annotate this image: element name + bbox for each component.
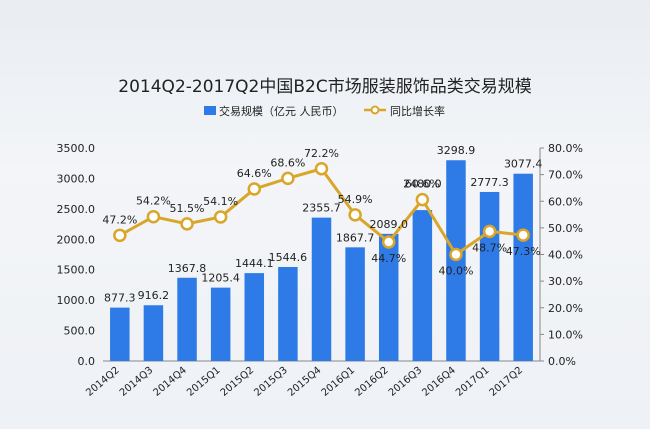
line-point [449, 247, 463, 262]
x-tick-label: 2017Q2 [488, 365, 525, 399]
growth-value-label: 60.6% [405, 178, 440, 191]
y-left-tick-label: 500.0 [64, 325, 96, 338]
bar [143, 305, 164, 361]
bar [479, 191, 500, 361]
y-right-tick-label: 80.0% [548, 142, 583, 155]
line-point [516, 228, 530, 242]
y-left-tick-label: 1500.0 [57, 264, 96, 277]
x-tick-label: 2015Q4 [286, 365, 323, 399]
growth-value-label: 54.1% [203, 195, 238, 208]
x-tick-label: 2017Q1 [454, 365, 491, 399]
line-point [113, 228, 127, 243]
y-right-tick-label: 50.0% [548, 222, 583, 235]
x-tick-label: 2014Q4 [151, 365, 188, 399]
x-tick-label: 2014Q2 [84, 365, 121, 399]
y-right-tick-label: 30.0% [548, 275, 583, 288]
y-right-tick-label: 0.0% [548, 355, 576, 368]
x-tick-label: 2016Q4 [420, 365, 457, 399]
line-point [482, 224, 497, 239]
bar-value-label: 2355.7 [302, 202, 341, 215]
growth-value-label: 72.2% [304, 147, 339, 160]
bar-value-label: 1544.6 [269, 251, 308, 264]
line-point [213, 210, 228, 224]
bar-value-label: 2089.0 [369, 218, 408, 231]
bar-value-label: 877.3 [104, 292, 136, 305]
legend-bar-label: 交易规模（亿元 人民币） [219, 104, 344, 118]
legend: 交易规模（亿元 人民币） 同比增长率 [204, 104, 445, 118]
bar-value-label: 916.2 [138, 289, 170, 302]
growth-value-label: 47.2% [102, 213, 137, 226]
bar [177, 277, 197, 361]
x-tick-label: 2015Q1 [185, 365, 222, 399]
line-point [247, 182, 262, 196]
legend-line-marker [370, 105, 380, 115]
growth-value-label: 40.0% [438, 265, 473, 278]
line-point [314, 162, 329, 176]
line-point [415, 192, 430, 207]
bar-value-label: 1867.7 [336, 231, 375, 244]
growth-value-label: 64.6% [237, 167, 272, 180]
x-tick-label: 2014Q3 [118, 365, 155, 399]
growth-value-label: 47.3% [506, 245, 541, 258]
bar-value-label: 1444.1 [235, 257, 274, 270]
bar [244, 273, 265, 361]
y-left-tick-label: 2500.0 [57, 203, 96, 216]
y-right-tick-label: 60.0% [548, 195, 583, 208]
bar [345, 247, 365, 361]
bar-series [110, 160, 533, 361]
bar-value-label: 1205.4 [201, 272, 240, 285]
x-tick-label: 2015Q2 [219, 365, 256, 399]
bar [311, 217, 332, 361]
bar [110, 307, 130, 361]
bar-value-label: 1367.8 [168, 262, 207, 275]
x-tick-label: 2015Q3 [252, 365, 289, 399]
y-left-tick-label: 0.0 [78, 355, 96, 368]
growth-value-label: 44.7% [371, 252, 406, 265]
y-right-tick-label: 40.0% [548, 249, 583, 262]
bar-value-label: 2777.3 [470, 176, 509, 189]
line-series [113, 162, 530, 262]
x-tick-label: 2016Q3 [387, 365, 424, 399]
line-point [381, 235, 396, 249]
bar [210, 287, 231, 361]
bar [278, 267, 298, 361]
x-tick-label: 2016Q2 [353, 365, 390, 399]
growth-value-label: 68.6% [270, 156, 305, 169]
bar-value-label: 3298.9 [437, 144, 476, 157]
legend-bar-swatch [204, 106, 216, 115]
x-tick-label: 2016Q1 [320, 365, 357, 399]
growth-value-label: 51.5% [170, 202, 205, 215]
line-point [180, 217, 194, 231]
y-left-tick-label: 3500.0 [57, 142, 96, 155]
growth-value-label: 54.2% [136, 195, 171, 208]
growth-value-label: 54.9% [338, 193, 373, 206]
legend-line-label: 同比增长率 [390, 104, 445, 118]
line-point [281, 171, 295, 186]
bar-value-label: 2480.0 [403, 178, 442, 191]
y-left-tick-label: 3000.0 [57, 172, 96, 185]
y-right-tick-label: 20.0% [548, 302, 583, 315]
growth-value-label: 48.7% [472, 241, 507, 254]
line-point [348, 208, 362, 222]
y-left-tick-label: 2000.0 [57, 233, 96, 246]
bar [378, 233, 399, 361]
line-point [146, 209, 161, 224]
chart-title: 2014Q2-2017Q2中国B2C市场服装服饰品类交易规模 [118, 77, 531, 97]
bar [513, 173, 533, 361]
bar [412, 210, 433, 361]
y-right-tick-label: 10.0% [548, 328, 583, 341]
y-left-tick-label: 1000.0 [57, 294, 96, 307]
y-right-tick-label: 70.0% [548, 169, 583, 182]
bar-value-label: 3077.4 [504, 158, 543, 171]
